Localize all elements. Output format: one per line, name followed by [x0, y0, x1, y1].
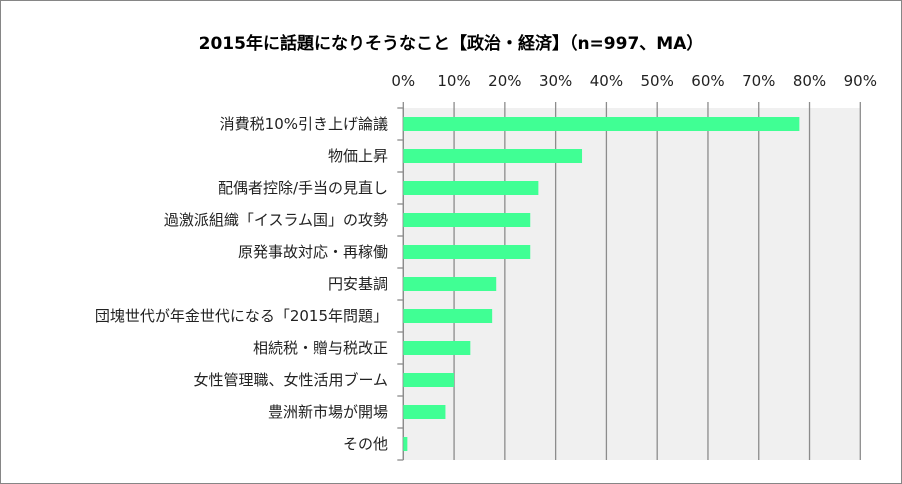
category-label: 女性管理職、女性活用ブーム — [193, 371, 388, 389]
bar — [403, 341, 471, 355]
category-label: 円安基調 — [328, 275, 388, 293]
bar — [403, 405, 446, 419]
x-tick-label: 40% — [590, 72, 623, 90]
category-label: 物価上昇 — [328, 147, 388, 165]
bar — [403, 213, 531, 227]
bar — [403, 437, 408, 451]
x-tick-label: 80% — [793, 72, 826, 90]
category-label: 配偶者控除/手当の見直し — [218, 179, 388, 197]
category-label: 消費税10%引き上げ論議 — [220, 115, 388, 133]
category-label: 過激派組織「イスラム国」の攻勢 — [164, 211, 388, 229]
x-tick-label: 50% — [641, 72, 674, 90]
bar — [403, 117, 800, 131]
category-label: 原発事故対応・再稼働 — [238, 243, 388, 261]
bar — [403, 245, 531, 259]
bar — [403, 373, 455, 387]
category-label: 相続税・贈与税改正 — [253, 339, 388, 357]
x-tick-label: 0% — [391, 72, 415, 90]
bar — [403, 181, 539, 195]
x-tick-label: 10% — [437, 72, 470, 90]
category-label: 団塊世代が年金世代になる「2015年問題」 — [95, 307, 388, 325]
category-label: 豊洲新市場が開場 — [268, 403, 388, 421]
bar — [403, 149, 583, 163]
x-tick-label: 30% — [539, 72, 572, 90]
chart-title: 2015年に話題になりそうなこと【政治・経済】（n=997、MA） — [198, 34, 704, 54]
bar — [403, 309, 493, 323]
x-tick-label: 20% — [488, 72, 521, 90]
x-tick-label: 60% — [691, 72, 724, 90]
bar — [403, 277, 497, 291]
category-label: その他 — [343, 435, 388, 453]
x-tick-label: 70% — [742, 72, 775, 90]
x-tick-label: 90% — [844, 72, 877, 90]
